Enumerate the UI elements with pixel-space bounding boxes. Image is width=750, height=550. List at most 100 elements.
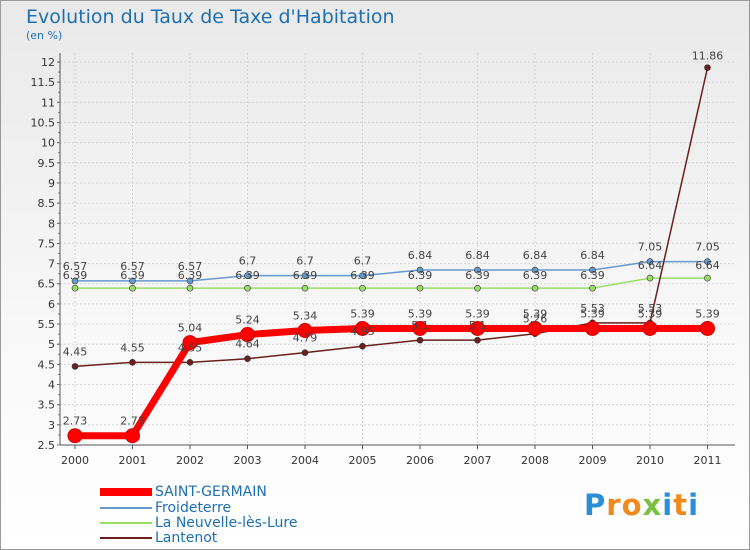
data-point-lantenot [301,349,309,356]
data-point-saint-germain [240,327,255,343]
axes: 2.533.544.555.566.577.588.599.51010.5111… [31,53,735,467]
data-point-froideterre [589,266,596,274]
data-label-saint-germain: 5.39 [350,307,375,320]
y-tick-label: 7 [48,258,55,271]
data-label-lantenot: 11.86 [692,50,724,63]
data-point-froideterre [301,272,309,279]
data-point-froideterre [71,277,79,285]
logo-letter: i [688,488,700,522]
data-label-la-neuvelle-les-lure: 6.39 [235,269,260,282]
data-label-saint-germain: 5.39 [408,307,433,320]
legend-swatches [100,488,152,539]
chart-title: Evolution du Taux de Taxe d'Habitation [26,6,395,28]
data-label-lantenot: 4.95 [350,325,375,338]
logo-letter: r [606,488,622,522]
y-tick-label: 8.5 [38,197,56,210]
data-point-froideterre [129,277,136,285]
data-label-froideterre: 6.7 [296,255,314,268]
data-point-lantenot [71,363,79,370]
logo-letter: i [662,488,674,522]
data-label-lantenot: 5.1 [411,319,429,332]
data-label-froideterre: 6.7 [354,255,372,268]
x-tick-label: 2011 [694,454,722,467]
series-line-lantenot [74,67,709,368]
data-label-la-neuvelle-les-lure: 6.39 [465,269,490,282]
data-point-la-neuvelle-les-lure [474,284,481,292]
data-point-froideterre [531,266,539,274]
logo-letter: P [584,488,607,522]
logo-letter: t [673,488,689,522]
data-point-lantenot [129,359,136,366]
data-label-lantenot: 4.55 [120,341,145,354]
legend-label-la-neuvelle-les-lure: La Neuvelle-lès-Lure [155,515,298,531]
x-tick-label: 2007 [464,454,492,467]
data-point-froideterre [359,272,366,279]
data-point-saint-germain [700,320,715,336]
data-point-la-neuvelle-les-lure [704,274,711,282]
series-line-froideterre [75,260,708,282]
data-point-la-neuvelle-les-lure [531,284,539,292]
data-label-la-neuvelle-les-lure: 6.39 [120,269,145,282]
y-tick-label: 4.5 [38,358,56,371]
data-point-saint-germain [642,320,658,336]
data-point-lantenot [244,355,251,363]
data-label-froideterre: 6.84 [408,249,433,262]
data-label-la-neuvelle-les-lure: 6.39 [350,269,375,282]
data-label-saint-germain: 5.39 [580,307,605,320]
data-label-froideterre: 6.57 [178,260,203,273]
data-label-saint-germain: 5.39 [465,307,490,320]
data-label-lantenot: 5.53 [580,302,605,315]
y-tick-label: 7.5 [38,237,56,250]
logo-letter: x [642,488,663,522]
logo-letter: o [621,488,643,522]
data-label-la-neuvelle-les-lure: 6.39 [178,269,203,282]
proxiti-logo: Proxiti [584,488,699,522]
grid-lines [60,53,735,446]
y-tick-label: 3 [48,419,55,432]
data-label-lantenot: 5.1 [469,319,487,332]
x-tick-label: 2009 [579,454,607,467]
data-point-saint-germain [355,320,370,336]
data-label-la-neuvelle-les-lure: 6.39 [293,269,318,282]
data-label-saint-germain: 5.39 [638,307,663,320]
data-point-saint-germain [412,320,428,336]
data-point-froideterre [416,266,424,274]
data-labels: 2.73 2.73 5.04 5.24 5.34 5.39 5.39 5.39 5.39 5.39… [63,50,724,428]
data-label-lantenot: 4.55 [178,341,203,354]
data-point-lantenot [186,359,194,366]
y-axis-unit-label: (en %) [26,29,63,42]
data-label-froideterre: 6.84 [465,249,490,262]
legend-label-froideterre: Froideterre [155,500,232,516]
data-point-saint-germain [125,428,140,444]
data-label-la-neuvelle-les-lure: 6.39 [580,269,605,282]
data-point-la-neuvelle-les-lure [71,284,79,292]
series-lines [74,67,709,440]
y-tick-label: 8 [48,217,55,230]
legend-label-lantenot: Lantenot [155,530,218,546]
data-label-lantenot: 5.53 [638,302,663,315]
series-line-saint-germain [75,324,708,440]
data-point-lantenot [416,336,424,344]
data-label-la-neuvelle-les-lure: 6.39 [523,269,548,282]
y-tick-label: 6.5 [38,278,56,291]
x-tick-label: 2001 [119,454,147,467]
y-tick-label: 3.5 [38,399,56,412]
data-label-la-neuvelle-les-lure: 6.39 [408,269,433,282]
data-label-saint-germain: 5.24 [235,314,260,327]
data-point-lantenot [704,64,711,71]
x-tick-label: 2002 [176,454,204,467]
series-line-la-neuvelle-les-lure [75,277,708,289]
y-tick-label: 10 [41,137,55,150]
data-label-froideterre: 7.05 [695,241,720,254]
data-label-la-neuvelle-les-lure: 6.64 [638,259,663,272]
data-label-froideterre: 6.57 [120,260,145,273]
y-tick-label: 11 [41,96,55,109]
data-label-lantenot: 5.26 [523,313,548,326]
data-point-lantenot [359,342,366,350]
x-tick-label: 2003 [234,454,262,467]
data-point-la-neuvelle-les-lure [646,274,654,282]
data-label-froideterre: 6.7 [239,255,257,268]
data-point-froideterre [186,277,194,285]
data-point-saint-germain [585,320,600,336]
